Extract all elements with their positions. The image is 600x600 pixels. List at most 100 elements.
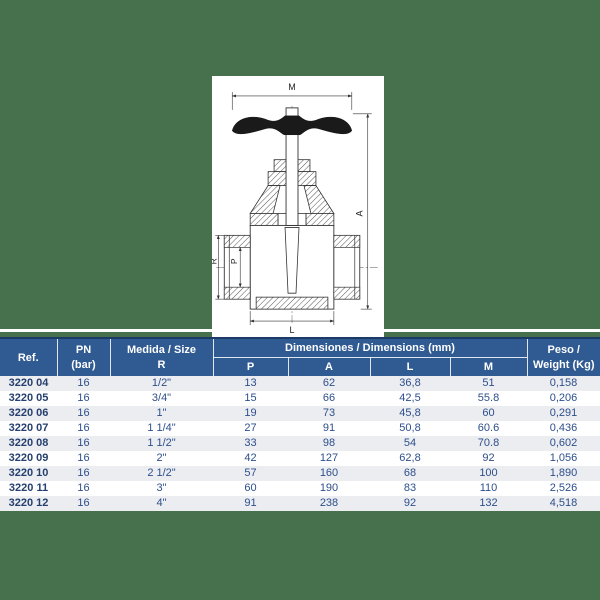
table-cell: 66 [322, 392, 336, 404]
table-cell: 42 [244, 452, 257, 464]
ref-cell: 3220 09 [8, 452, 49, 464]
table-cell: 16 [77, 452, 90, 464]
table-cell: 16 [77, 437, 90, 449]
table-row: 3220 11 16 3" 60 190 83 110 2,526 [0, 481, 600, 496]
header-peso-weight: Peso / Weight (Kg) [526, 338, 600, 376]
valve-technical-drawing: M A R P L [212, 82, 380, 335]
table-cell: 54 [403, 437, 417, 449]
dimension-label-l: L [290, 325, 295, 335]
table-cell: 0,436 [549, 422, 578, 434]
table-cell: 1,056 [549, 452, 578, 464]
table-cell: 57 [244, 467, 257, 479]
table-cell: 45,8 [399, 407, 421, 419]
table-cell: 60 [244, 482, 257, 494]
table-cell: 1/2" [151, 377, 172, 389]
table-cell: 16 [77, 422, 90, 434]
bonnet-wall-right [303, 185, 335, 214]
table-cell: 1 1/2" [147, 437, 176, 449]
table-cell: 4" [156, 497, 167, 509]
header-dim-p: P [212, 357, 288, 376]
table-body: 3220 04 16 1/2" 13 62 36,8 51 0,158 3220 05 16 3/4… [0, 376, 600, 511]
port-left-wall-bottom [223, 286, 251, 300]
ref-cell: 3220 11 [8, 482, 49, 494]
table-cell: 0,291 [549, 407, 578, 419]
table-cell: 16 [77, 467, 90, 479]
header-pn-line2: (bar) [71, 359, 96, 371]
table-cell: 51 [482, 377, 495, 389]
table-cell: 70.8 [477, 437, 500, 449]
table-cell: 42,5 [399, 392, 421, 404]
table-cell: 83 [403, 482, 417, 494]
table-cell: 60 [482, 407, 495, 419]
ref-cell: 3220 07 [8, 422, 49, 434]
table-row: 3220 10 16 2 1/2" 57 160 68 100 1,890 [0, 466, 600, 481]
table-cell: 19 [244, 407, 257, 419]
bonnet-wall-left [249, 185, 281, 214]
header-dim-l: L [369, 357, 450, 376]
table-cell: 0,158 [549, 377, 578, 389]
table-cell: 1 1/4" [147, 422, 176, 434]
table-cell: 91 [322, 422, 336, 434]
table-cell: 13 [244, 377, 257, 389]
table-cell: 16 [77, 377, 90, 389]
spec-table: Ref. PN (bar) Medida / Size R Dimensione… [0, 337, 600, 511]
table-cell: 1" [156, 407, 167, 419]
table-cell: 62,8 [399, 452, 421, 464]
ref-cell: 3220 06 [8, 407, 49, 419]
table-cell: 16 [77, 497, 90, 509]
table-cell: 127 [319, 452, 339, 464]
header-pn: PN (bar) [56, 338, 110, 376]
body-bottom-section [255, 296, 329, 310]
table-cell: 110 [479, 482, 498, 494]
table-row: 3220 05 16 3/4" 15 66 42,5 55.8 0,206 [0, 391, 600, 406]
table-cell: 15 [244, 392, 257, 404]
header-medida-size: Medida / Size R [109, 338, 213, 376]
port-right-wall-top [333, 235, 361, 248]
table-cell: 68 [403, 467, 417, 479]
table-cell: 1,890 [549, 467, 578, 479]
table-cell: 92 [403, 497, 417, 509]
table-row: 3220 08 16 1 1/2" 33 98 54 70.8 0,602 [0, 436, 600, 451]
ref-cell: 3220 04 [8, 377, 49, 389]
header-medida-line1: Medida / Size [126, 344, 197, 356]
handwheel [231, 115, 353, 136]
table-cell: 2 1/2" [147, 467, 176, 479]
table-cell: 62 [322, 377, 336, 389]
table-cell: 3" [156, 482, 167, 494]
table-row: 3220 06 16 1" 19 73 45,8 60 0,291 [0, 406, 600, 421]
table-cell: 92 [482, 452, 495, 464]
header-dimensions-group: Dimensiones / Dimensions (mm) [212, 338, 527, 358]
header-peso-line2: Weight (Kg) [532, 359, 595, 371]
table-cell: 0,602 [549, 437, 578, 449]
table-row: 3220 12 16 4" 91 238 92 132 4,518 [0, 496, 600, 511]
table-cell: 60.6 [477, 422, 500, 434]
dimension-label-m: M [288, 82, 295, 92]
header-dim-m: M [449, 357, 527, 376]
dimension-label-a: A [355, 210, 365, 216]
ref-cell: 3220 05 [8, 392, 49, 404]
header-medida-line2: R [157, 359, 166, 371]
table-cell: 27 [244, 422, 257, 434]
table-cell: 16 [77, 407, 90, 419]
table-cell: 50,8 [399, 422, 421, 434]
header-ref: Ref. [0, 338, 57, 376]
spec-table-wrap: Ref. PN (bar) Medida / Size R Dimensione… [0, 337, 600, 511]
port-right-wall-bottom [333, 286, 361, 300]
header-dim-a: A [287, 357, 370, 376]
table-cell: 2" [156, 452, 167, 464]
table-cell: 3/4" [151, 392, 172, 404]
port-left-wall-top [223, 235, 251, 248]
ref-cell: 3220 10 [8, 467, 49, 479]
table-cell: 33 [244, 437, 257, 449]
table-cell: 160 [319, 467, 339, 479]
table-cell: 98 [322, 437, 336, 449]
table-row: 3220 09 16 2" 42 127 62,8 92 1,056 [0, 451, 600, 466]
header-peso-line1: Peso / [547, 344, 580, 356]
table-cell: 73 [322, 407, 336, 419]
table-cell: 4,518 [549, 497, 578, 509]
table-row: 3220 07 16 1 1/4" 27 91 50,8 60.6 0,436 [0, 421, 600, 436]
gate-wedge [284, 227, 300, 294]
body-flange-left [249, 213, 279, 226]
table-cell: 55.8 [477, 392, 500, 404]
